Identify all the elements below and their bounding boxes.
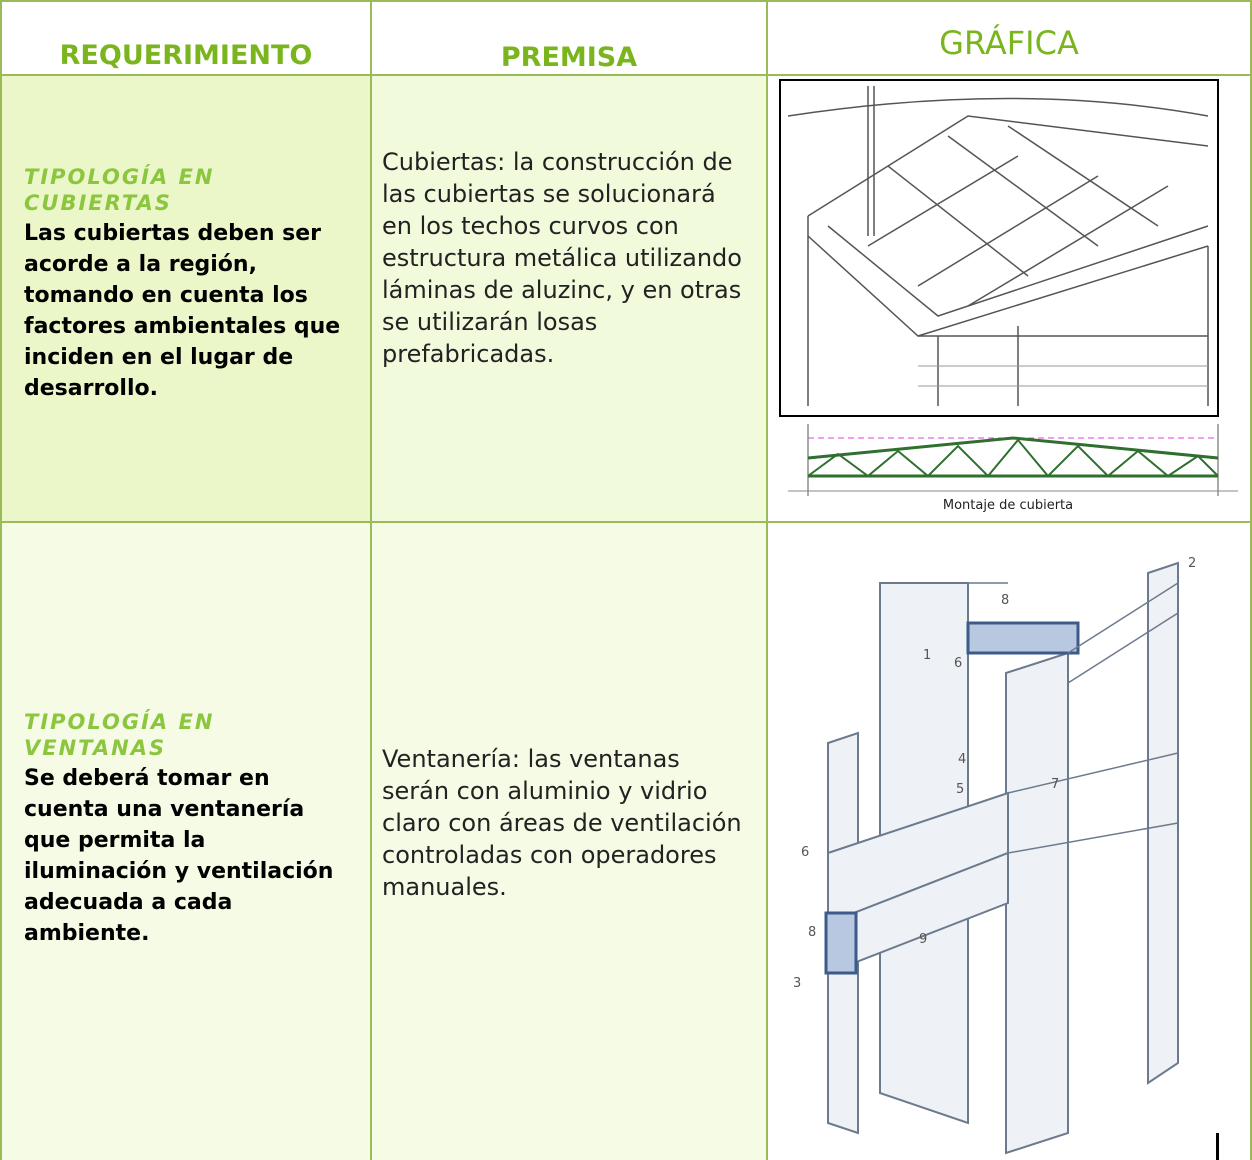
- header-text: PREMISA: [500, 42, 638, 73]
- header-cell: REQUERIMIENTO: [0, 0, 372, 76]
- typology-title: TIPOLOGÍA EN CUBIERTAS: [24, 165, 215, 215]
- callout: 8: [1001, 593, 1009, 608]
- callout: 7: [1051, 777, 1059, 792]
- callout: 8: [808, 925, 816, 940]
- requirement-cell: TIPOLOGÍA EN CUBIERTAS Las cubiertas deb…: [0, 76, 372, 523]
- header-text: REQUERIMIENTO: [59, 40, 313, 71]
- premise-cell: Cubiertas: la construcción de las cubier…: [372, 76, 768, 523]
- window-drawing: 2 8 1 6 4 5 7 6 8 9 3: [793, 556, 1219, 1160]
- requirement-cell: TIPOLOGÍA EN VENTANAS Se deberá tomar en…: [0, 523, 372, 1160]
- callout: 6: [954, 656, 962, 671]
- header-cell: GRÁFICA: [768, 0, 1252, 76]
- graphic-cell: 2 8 1 6 4 5 7 6 8 9 3: [768, 523, 1252, 1160]
- callout: 6: [801, 845, 809, 860]
- premise-text: Ventanería: las ventanas serán con alumi…: [382, 745, 742, 901]
- graphic-cell: Montaje de cubierta: [768, 76, 1252, 523]
- callout: 9: [919, 932, 927, 947]
- requirement-text: Se deberá tomar en cuenta una ventanería…: [24, 766, 334, 946]
- callout: 4: [958, 752, 966, 767]
- header-text: GRÁFICA: [939, 24, 1079, 62]
- requirement-text: Las cubiertas deben ser acorde a la regi…: [24, 221, 341, 401]
- image-caption: Montaje de cubierta: [943, 498, 1073, 513]
- callout: 3: [793, 976, 801, 991]
- typology-title: TIPOLOGÍA EN VENTANAS: [24, 710, 215, 760]
- premise-text: Cubiertas: la construcción de las cubier…: [382, 148, 742, 368]
- premise-cell: Ventanería: las ventanas serán con alumi…: [372, 523, 768, 1160]
- header-cell: PREMISA: [372, 0, 768, 76]
- callout: 5: [956, 782, 964, 797]
- roof-drawing: Montaje de cubierta: [779, 79, 1238, 513]
- callouts: 2 8 1 6 4 5 7 6 8 9 3: [793, 556, 1196, 991]
- callout: 1: [923, 648, 931, 663]
- callout: 2: [1188, 556, 1196, 571]
